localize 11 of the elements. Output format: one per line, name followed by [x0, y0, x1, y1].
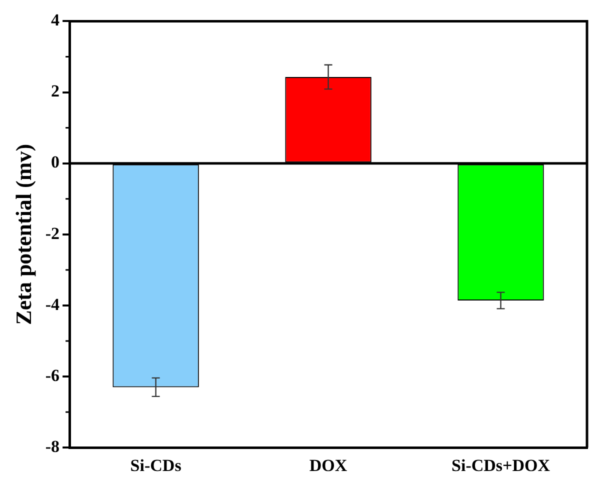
- x-tick-label: Si-CDs: [130, 456, 182, 476]
- y-tick-label: 2: [51, 82, 60, 101]
- y-axis-title: Zeta potential (mv): [10, 144, 36, 325]
- y-tick-label: -6: [45, 366, 60, 385]
- y-tick-label: -2: [45, 224, 60, 243]
- y-tick-label: -4: [45, 294, 60, 314]
- x-tick-label: DOX: [309, 456, 348, 476]
- y-tick-label: -8: [45, 436, 60, 456]
- y-tick-label: 4: [51, 10, 60, 30]
- x-tick-label: Si-CDs+DOX: [452, 456, 551, 476]
- y-tick-label: 0: [51, 152, 60, 172]
